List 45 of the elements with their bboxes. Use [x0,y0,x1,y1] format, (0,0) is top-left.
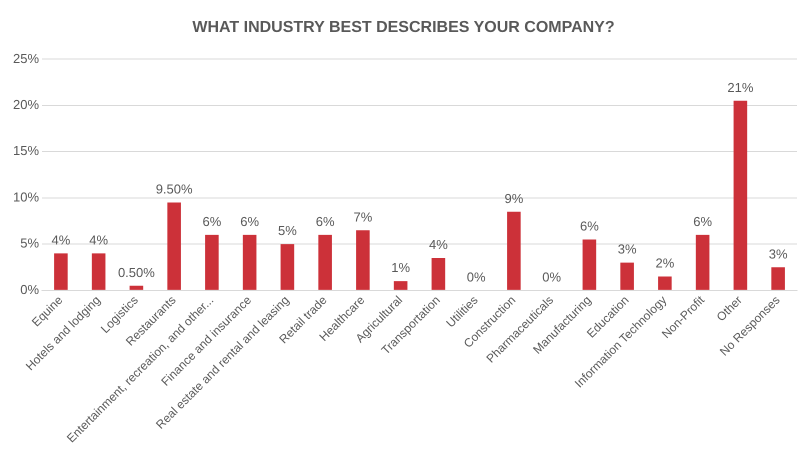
data-label: 3% [768,246,788,262]
data-label: 4% [89,232,108,248]
data-label: 7% [353,209,373,224]
data-label: 6% [202,214,222,229]
data-label: 0.50% [118,264,156,280]
bar [582,240,596,290]
data-label: 4% [428,237,448,252]
bar [318,234,332,290]
bar [242,234,256,290]
data-label: 6% [316,214,335,229]
data-label: 1% [391,260,410,276]
bar [620,262,634,290]
data-label: 0% [466,269,486,284]
bar [771,267,785,290]
data-label: 5% [278,223,298,238]
bar [130,286,144,290]
y-tick-label: 20% [12,97,40,112]
bar [167,202,181,290]
data-label: 9% [504,190,524,206]
bar [54,253,68,290]
bar [394,281,408,290]
data-label: 21% [727,80,754,95]
bar [696,234,710,290]
bar [432,258,446,290]
data-label: 6% [240,214,260,229]
y-tick-label: 0% [20,282,40,297]
bar [507,212,521,290]
y-tick-label: 10% [12,189,40,204]
bar [205,234,219,290]
bar [280,244,294,290]
chart-title: WHAT INDUSTRY BEST DESCRIBES YOUR COMPANY? [192,19,615,36]
bar [734,100,748,290]
data-label: 6% [693,214,712,229]
data-label: 0% [542,269,562,284]
bar [658,276,672,290]
bar [92,253,106,290]
data-label: 4% [51,232,71,248]
data-label: 3% [618,242,637,257]
data-label: 9.50% [156,182,194,197]
y-tick-label: 5% [20,236,40,251]
data-label: 6% [580,218,600,234]
bar [356,230,370,290]
y-tick-label: 15% [12,143,40,158]
data-label: 2% [655,256,675,271]
y-tick-label: 25% [12,50,40,66]
